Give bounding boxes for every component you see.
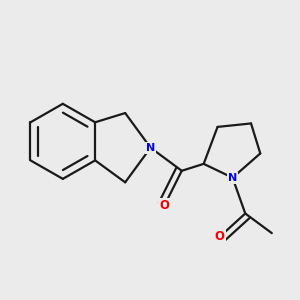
Text: O: O [215, 230, 225, 243]
Text: O: O [159, 199, 170, 212]
Text: N: N [146, 143, 155, 153]
Text: N: N [228, 173, 237, 183]
